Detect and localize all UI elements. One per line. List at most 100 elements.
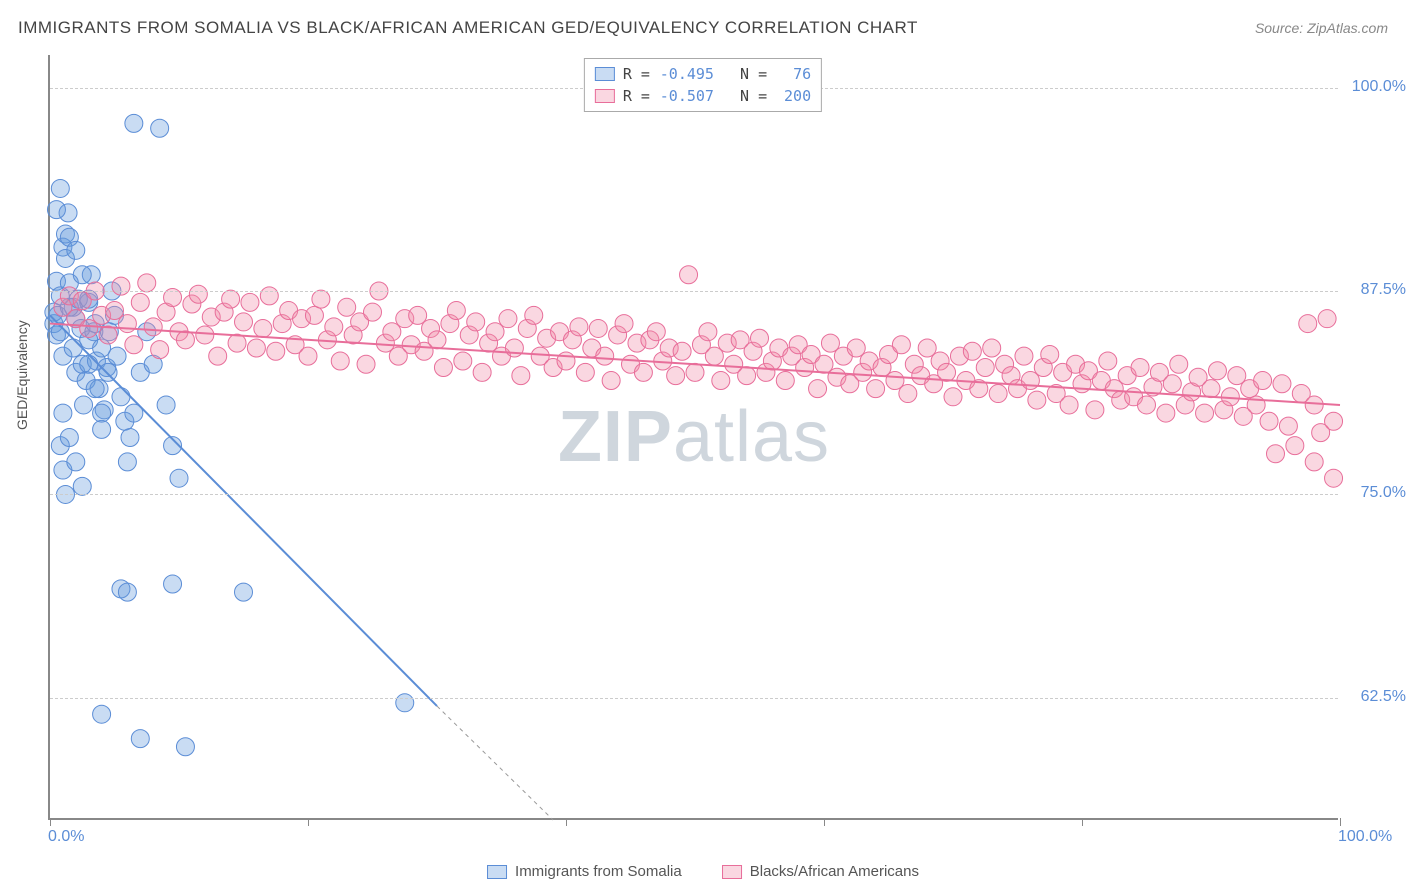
legend-r-label: R = <box>623 87 650 105</box>
data-point <box>809 380 827 398</box>
data-point <box>151 119 169 137</box>
data-point <box>1286 437 1304 455</box>
data-point <box>176 738 194 756</box>
data-point <box>47 201 65 219</box>
x-tick <box>50 818 51 826</box>
gridline <box>50 698 1338 699</box>
data-point <box>93 420 111 438</box>
legend-item: Immigrants from Somalia <box>487 863 682 880</box>
data-point <box>1267 445 1285 463</box>
data-point <box>1325 469 1343 487</box>
data-point <box>241 293 259 311</box>
x-tick <box>566 818 567 826</box>
data-point <box>557 352 575 370</box>
legend-n-value: 76 <box>775 65 811 83</box>
data-point <box>473 363 491 381</box>
data-point <box>73 266 91 284</box>
data-point <box>738 367 756 385</box>
data-point <box>86 380 104 398</box>
data-point <box>467 313 485 331</box>
data-point <box>667 367 685 385</box>
data-point <box>125 336 143 354</box>
y-tick-label: 62.5% <box>1361 688 1406 706</box>
data-point <box>312 290 330 308</box>
data-point <box>1305 396 1323 414</box>
data-point <box>305 306 323 324</box>
data-point <box>125 114 143 132</box>
data-point <box>634 363 652 381</box>
data-point <box>1299 315 1317 333</box>
data-point <box>867 380 885 398</box>
data-point <box>235 313 253 331</box>
data-point <box>1041 345 1059 363</box>
data-point <box>357 355 375 373</box>
data-point <box>209 347 227 365</box>
data-point <box>1305 453 1323 471</box>
legend-n-label: N = <box>722 87 767 105</box>
data-point <box>364 303 382 321</box>
data-point <box>647 323 665 341</box>
data-point <box>228 334 246 352</box>
data-point <box>976 359 994 377</box>
data-point <box>1170 355 1188 373</box>
data-point <box>983 339 1001 357</box>
data-point <box>196 326 214 344</box>
data-point <box>60 429 78 447</box>
gridline <box>50 494 1338 495</box>
data-point <box>51 179 69 197</box>
data-point <box>1279 417 1297 435</box>
trend-line-extrapolated <box>437 706 553 820</box>
data-point <box>222 290 240 308</box>
data-point <box>576 363 594 381</box>
legend-r-value: -0.495 <box>658 65 714 83</box>
data-point <box>73 477 91 495</box>
data-point <box>899 385 917 403</box>
data-point <box>963 342 981 360</box>
correlation-legend: R =-0.495 N =76R =-0.507 N =200 <box>584 58 822 112</box>
data-point <box>1260 412 1278 430</box>
data-point <box>151 341 169 359</box>
data-point <box>1202 380 1220 398</box>
data-point <box>93 705 111 723</box>
data-point <box>325 318 343 336</box>
legend-label: Blacks/African Americans <box>750 863 919 880</box>
data-point <box>1060 396 1078 414</box>
data-point <box>396 694 414 712</box>
data-point <box>615 315 633 333</box>
y-tick-label: 100.0% <box>1352 78 1406 96</box>
data-point <box>1028 391 1046 409</box>
data-point <box>157 396 175 414</box>
data-point <box>892 336 910 354</box>
data-point <box>75 396 93 414</box>
data-point <box>512 367 530 385</box>
data-point <box>67 241 85 259</box>
data-point <box>1157 404 1175 422</box>
data-point <box>596 347 614 365</box>
data-point <box>686 363 704 381</box>
data-point <box>299 347 317 365</box>
data-point <box>1163 375 1181 393</box>
data-point <box>1131 359 1149 377</box>
data-point <box>1138 396 1156 414</box>
data-point <box>499 310 517 328</box>
legend-swatch <box>595 67 615 81</box>
data-point <box>776 372 794 390</box>
data-point <box>247 339 265 357</box>
legend-n-value: 200 <box>775 87 811 105</box>
data-point <box>1099 352 1117 370</box>
data-point <box>235 583 253 601</box>
data-point <box>331 352 349 370</box>
data-point <box>118 583 136 601</box>
series-legend: Immigrants from Somalia Blacks/African Am… <box>487 863 919 880</box>
x-tick-label: 100.0% <box>1338 828 1392 846</box>
data-point <box>1196 404 1214 422</box>
legend-swatch <box>722 865 742 879</box>
data-point <box>131 293 149 311</box>
data-point <box>131 730 149 748</box>
data-point <box>54 404 72 422</box>
legend-row: R =-0.495 N =76 <box>595 63 811 85</box>
chart-title: IMMIGRANTS FROM SOMALIA VS BLACK/AFRICAN… <box>18 18 918 38</box>
plot-area: ZIPatlas 62.5%75.0%87.5%100.0%0.0%100.0% <box>48 55 1338 820</box>
data-point <box>525 306 543 324</box>
data-point <box>589 319 607 337</box>
